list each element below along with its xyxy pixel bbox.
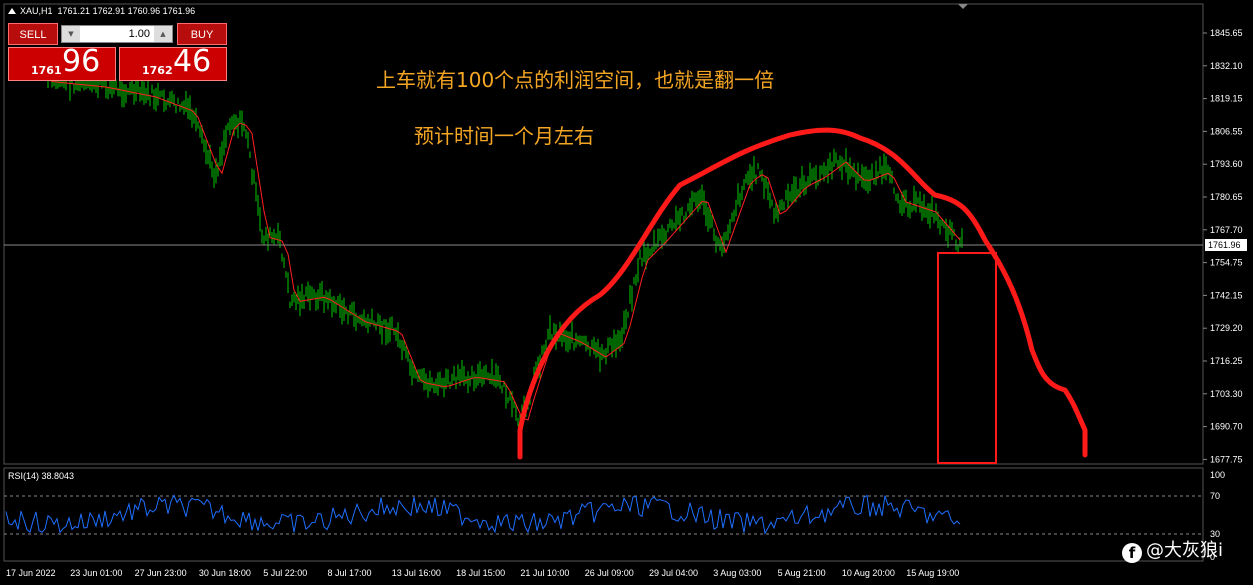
time-label: 3 Aug 03:00: [713, 568, 761, 578]
time-label: 5 Aug 21:00: [778, 568, 826, 578]
time-label: 18 Jul 15:00: [456, 568, 505, 578]
price-label: 1716.25: [1210, 356, 1243, 366]
rsi-line: [5, 494, 961, 535]
time-label: 13 Jul 16:00: [392, 568, 441, 578]
time-label: 17 Jun 2022: [6, 568, 56, 578]
time-label: 30 Jun 18:00: [199, 568, 251, 578]
buy-price-big: 46: [173, 44, 212, 79]
price-label: 1703.30: [1210, 389, 1243, 399]
time-label: 23 Jun 01:00: [70, 568, 122, 578]
time-label: 8 Jul 17:00: [328, 568, 372, 578]
watermark: f @大灰狼i: [1122, 536, 1223, 563]
price-label: 1845.65: [1210, 28, 1243, 38]
rsi-frame: [3, 467, 1204, 562]
price-label: 1690.70: [1210, 422, 1243, 432]
current-price-tag: [1205, 239, 1247, 251]
lot-size-input[interactable]: [82, 26, 150, 42]
annotation-time: 预计时间一个月左右: [414, 124, 594, 148]
rsi-title: RSI(14) 38.8043: [8, 471, 75, 481]
time-label: 5 Jul 22:00: [263, 568, 307, 578]
price-label: 1754.75: [1210, 258, 1243, 268]
sell-price-quote[interactable]: 1761 96: [8, 44, 116, 81]
time-label: 26 Jul 09:00: [585, 568, 634, 578]
chevron-up-icon[interactable]: ▲: [154, 26, 172, 42]
candles: [47, 62, 963, 430]
main-chart-frame: [3, 3, 1204, 465]
hand-drawn-arc: [517, 127, 1088, 460]
triangle-up-icon: [8, 8, 16, 14]
price-label: 1729.20: [1210, 323, 1243, 333]
facebook-icon: f: [1122, 543, 1142, 563]
price-axis: 1845.65 1832.10 1819.15 1806.55 1793.60 1780.…: [1203, 28, 1243, 464]
ohlc-values: 1761.21 1762.91 1760.96 1761.96: [57, 6, 196, 16]
price-label: 1767.70: [1210, 225, 1243, 235]
sell-price-big: 96: [62, 44, 101, 79]
price-label: 1677.75: [1210, 454, 1243, 464]
watermark-text: @大灰狼i: [1146, 540, 1224, 561]
rsi-label-30: 30: [1210, 529, 1220, 539]
buy-button[interactable]: BUY: [177, 23, 227, 45]
time-axis: 17 Jun 2022 23 Jun 01:00 27 Jun 23:00 30 Ju…: [6, 568, 959, 578]
rsi-label-100: 100: [1210, 470, 1225, 480]
chart-shift-marker: [958, 4, 968, 9]
price-label: 1819.15: [1210, 94, 1243, 104]
time-label: 15 Aug 19:00: [906, 568, 959, 578]
price-label: 1806.55: [1210, 126, 1243, 136]
rsi-label-70: 70: [1210, 491, 1220, 501]
price-label: 1832.10: [1210, 61, 1243, 71]
buy-price-quote[interactable]: 1762 46: [119, 44, 227, 81]
target-box: [937, 252, 997, 464]
symbol-label: XAU,H1: [20, 6, 53, 16]
time-label: 10 Aug 20:00: [842, 568, 895, 578]
price-label: 1742.15: [1210, 290, 1243, 300]
annotation-profit: 上车就有100个点的利润空间，也就是翻一倍: [376, 68, 775, 92]
sell-button[interactable]: SELL: [8, 23, 58, 45]
current-price-tag-text: 1761.96: [1208, 240, 1241, 250]
chevron-down-icon[interactable]: ▼: [62, 26, 80, 42]
rsi-label-0: 0: [1210, 552, 1215, 562]
sell-price-small: 1761: [31, 64, 62, 77]
lot-size-control: ▼ ▲: [61, 25, 173, 43]
buy-price-small: 1762: [142, 64, 173, 77]
time-label: 21 Jul 10:00: [520, 568, 569, 578]
moving-average-line: [47, 79, 961, 421]
one-click-trading-panel: SELL ▼ ▲ BUY 1761 96 1762 46: [8, 23, 227, 83]
price-label: 1793.60: [1210, 159, 1243, 169]
price-label: 1780.65: [1210, 192, 1243, 202]
time-label: 29 Jul 04:00: [649, 568, 698, 578]
time-label: 27 Jun 23:00: [135, 568, 187, 578]
chart-header: XAU,H1 1761.21 1762.91 1760.96 1761.96: [8, 6, 195, 16]
